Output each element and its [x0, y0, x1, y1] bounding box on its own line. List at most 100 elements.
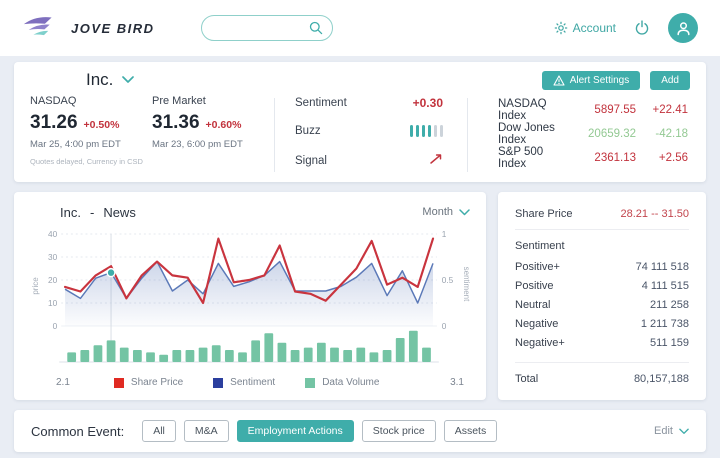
stat-value: 511 159: [650, 337, 689, 350]
svg-text:0.5: 0.5: [442, 275, 454, 285]
sentiment-stat-row: Positive 4 111 515: [515, 277, 689, 296]
chart-title: Inc. - News: [60, 205, 136, 220]
top-header: JOVE BIRD Account: [0, 0, 720, 56]
svg-text:0: 0: [53, 321, 58, 331]
index-row: S&P 500 Index 2361.13 +2.56: [498, 146, 688, 170]
common-event-bar: Common Event: All M&A Employment Actions…: [14, 410, 706, 452]
chart-title-separator: -: [89, 204, 95, 220]
index-name: S&P 500 Index: [498, 146, 544, 170]
chart-marker: [106, 267, 116, 278]
buzz-bar: [410, 125, 413, 137]
quote-change: +0.50%: [83, 119, 120, 131]
brand-name: JOVE BIRD: [71, 20, 155, 36]
share-price-value: 28.21 -- 31.50: [620, 208, 690, 221]
buzz-bar: [434, 125, 437, 137]
signals-panel: Sentiment +0.30 Buzz Signal: [275, 92, 467, 174]
bird-logo-icon: [23, 17, 52, 36]
stat-value: 4 111 515: [641, 280, 689, 293]
edit-label: Edit: [654, 425, 673, 437]
app-logo: JOVE BIRD: [22, 15, 155, 41]
quote-timestamp: Mar 25, 4:00 pm EDT: [30, 139, 121, 150]
chevron-down-icon: [122, 76, 135, 83]
quote-block: NASDAQ 31.26 +0.50% Mar 25, 4:00 pm EDT …: [30, 92, 152, 174]
sentiment-stat-row: Neutral 211 258: [515, 296, 689, 315]
event-filter-button[interactable]: M&A: [183, 420, 229, 442]
legend-label: Share Price: [130, 377, 184, 388]
sentiment-label: Sentiment: [295, 97, 347, 109]
quote-price: 31.26: [30, 112, 78, 133]
news-chart-card: Inc. - News Month 0 10 20 30 40 0 0.5 1 price sen…: [14, 192, 486, 400]
event-filter-button[interactable]: Employment Actions: [236, 420, 354, 442]
legend-item[interactable]: Sentiment: [213, 377, 275, 388]
svg-text:20: 20: [48, 275, 58, 285]
logout-power-icon[interactable]: [634, 20, 650, 36]
share-price-label: Share Price: [515, 208, 573, 221]
share-price-row: Share Price 28.21 -- 31.50: [515, 204, 689, 224]
sentiment-stat-row: Negative+ 511 159: [515, 334, 689, 353]
quote-price: 31.36: [152, 112, 200, 133]
stat-label: Negative: [515, 318, 559, 331]
add-button[interactable]: Add: [650, 70, 690, 90]
company-name: Inc.: [86, 70, 114, 89]
sentiment-stat-row: Negative 1 211 738: [515, 315, 689, 334]
sentiment-stats-list: Positive+ 74 111 518 Positive 4 111 515 …: [515, 256, 689, 357]
divider: [515, 361, 689, 363]
chart-legend: Share Price Sentiment Data Volume: [113, 377, 379, 388]
common-event-label: Common Event:: [31, 423, 125, 439]
quote-disclaimer: Quotes delayed, Currency in CSD: [30, 157, 143, 166]
edit-dropdown[interactable]: Edit: [654, 425, 689, 437]
total-label: Total: [515, 373, 539, 386]
alert-settings-button[interactable]: Alert Settings: [541, 70, 641, 90]
warning-triangle-icon: [553, 74, 565, 86]
index-value: 20659.32: [588, 128, 636, 140]
buzz-signal-row: Buzz: [295, 125, 443, 137]
index-value: 5897.55: [594, 104, 636, 116]
header-actions: Account: [554, 13, 698, 43]
divider: [467, 98, 468, 172]
index-row: NASDAQ Index 5897.55 +22.41: [498, 98, 688, 122]
svg-text:30: 30: [48, 252, 58, 262]
quote-change: +0.60%: [205, 119, 242, 131]
legend-item[interactable]: Data Volume: [305, 377, 379, 388]
stat-label: Positive+: [515, 261, 560, 274]
quotes: NASDAQ 31.26 +0.50% Mar 25, 4:00 pm EDT …: [30, 92, 274, 174]
quote-market-label: NASDAQ: [30, 95, 77, 107]
stat-value: 1 211 738: [640, 318, 689, 331]
stat-value: 211 258: [650, 299, 689, 312]
avatar[interactable]: [668, 13, 698, 43]
divider: [515, 229, 689, 231]
account-label: Account: [572, 21, 616, 35]
sentiment-signal-row: Sentiment +0.30: [295, 96, 443, 110]
search-icon[interactable]: [309, 21, 323, 40]
divider: [274, 98, 275, 172]
signal-label: Signal: [295, 155, 327, 167]
index-value: 2361.13: [594, 152, 636, 164]
buzz-bar: [440, 125, 443, 137]
quote-block: Pre Market 31.36 +0.60% Mar 23, 6:00 pm …: [152, 92, 274, 174]
index-name: NASDAQ Index: [498, 98, 547, 122]
buzz-bar: [422, 125, 425, 137]
svg-text:1: 1: [442, 229, 447, 239]
total-value: 80,157,188: [633, 373, 689, 386]
event-filter-button[interactable]: All: [142, 420, 176, 442]
period-label: Month: [422, 206, 453, 218]
event-filter-button[interactable]: Stock price: [361, 420, 436, 442]
search-input[interactable]: [213, 22, 306, 34]
quote-timestamp: Mar 23, 6:00 pm EDT: [152, 139, 243, 150]
search-box[interactable]: [200, 15, 333, 41]
chevron-down-icon: [679, 428, 689, 434]
legend-label: Data Volume: [322, 377, 380, 388]
x-axis-start-label: 2.1: [56, 377, 70, 388]
alert-settings-label: Alert Settings: [569, 74, 630, 86]
company-selector[interactable]: Inc.: [86, 70, 135, 90]
news-chart: 0 10 20 30 40 0 0.5 1 price sentiment: [31, 229, 470, 363]
account-button[interactable]: Account: [554, 21, 616, 35]
event-filter-button[interactable]: Assets: [443, 420, 498, 442]
buzz-bar: [428, 125, 431, 137]
legend-label: Sentiment: [230, 377, 276, 388]
period-dropdown[interactable]: Month: [422, 206, 470, 218]
index-change: +22.41: [652, 104, 689, 116]
legend-item[interactable]: Share Price: [113, 377, 184, 388]
trend-up-arrow-icon: [429, 152, 443, 170]
chart-title-company: Inc.: [60, 204, 81, 220]
